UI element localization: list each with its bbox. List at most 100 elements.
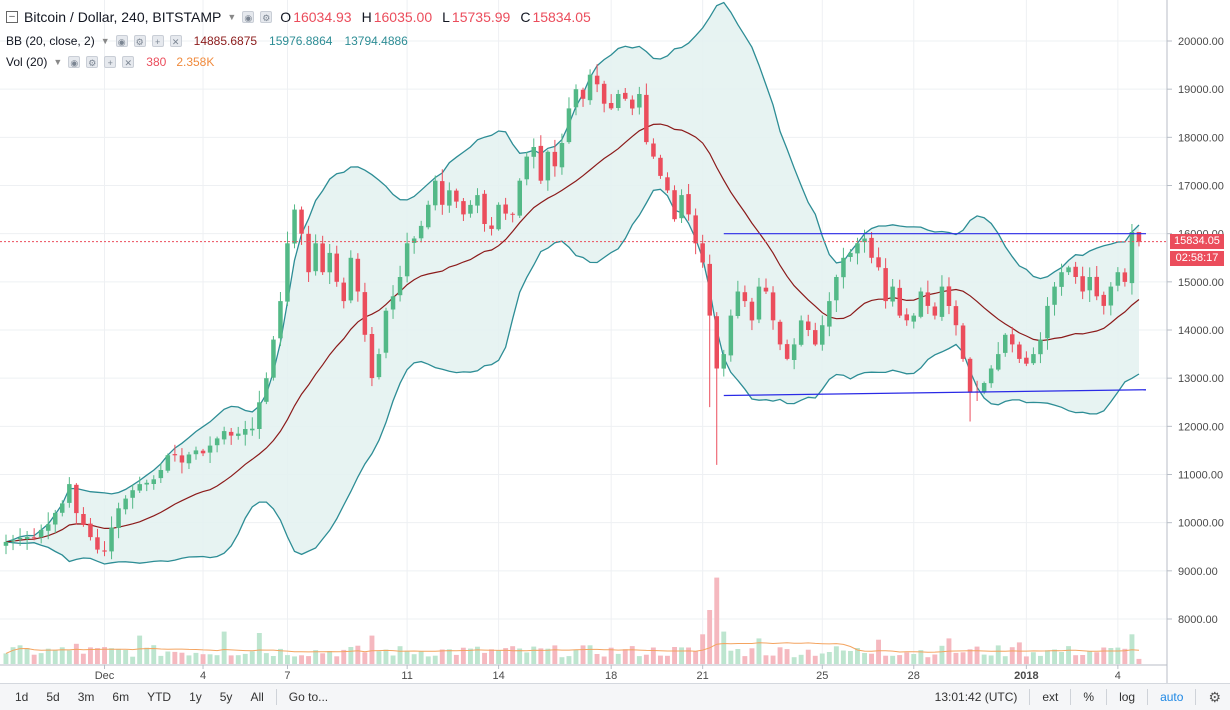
candle-body	[623, 92, 628, 99]
candle-body	[503, 204, 508, 214]
candle-body	[566, 108, 572, 143]
candle-body	[299, 209, 304, 234]
eye-icon[interactable]: ◉	[68, 56, 81, 68]
volume-bar	[468, 648, 473, 664]
volume-bar	[974, 646, 980, 664]
settings-icon[interactable]: ⚙	[86, 56, 99, 68]
close-icon[interactable]: ✕	[169, 35, 182, 47]
price-axis-bg	[1167, 0, 1230, 683]
volume-bar	[80, 653, 86, 664]
candle-body	[1101, 294, 1106, 306]
candle-body	[88, 523, 93, 538]
utc-clock[interactable]: 13:01:42 (UTC)	[934, 690, 1018, 704]
settings-icon[interactable]: ⚙	[133, 35, 146, 47]
candle-body	[538, 145, 544, 181]
eye-icon[interactable]: ◉	[242, 11, 255, 23]
chevron-down-icon[interactable]: ▼	[100, 36, 110, 46]
percent-toggle[interactable]: %	[1083, 690, 1095, 704]
range-button-3m[interactable]: 3m	[77, 690, 95, 704]
candle-body	[102, 550, 107, 552]
chevron-down-icon[interactable]: ▼	[227, 12, 237, 22]
symbol-title[interactable]: Bitcoin / Dollar, 240, BITSTAMP	[24, 9, 222, 25]
range-button-ytd[interactable]: YTD	[147, 690, 172, 704]
candle-body	[1094, 276, 1099, 297]
volume-bar	[130, 656, 136, 664]
volume-bar	[95, 648, 100, 664]
candle-body	[510, 213, 515, 215]
candle-body	[735, 291, 741, 316]
trendlines-layer[interactable]	[723, 233, 1147, 397]
volume-bar	[186, 655, 192, 664]
volume-bar	[418, 651, 424, 664]
candle-body	[749, 301, 755, 321]
volume-bar	[608, 647, 614, 664]
volume-bar	[679, 647, 684, 664]
volume-bar	[735, 649, 741, 664]
candle-body	[67, 484, 72, 503]
candle-body	[31, 537, 37, 539]
volume-bar	[862, 653, 867, 664]
bb-band-fill	[6, 2, 1139, 564]
volume-bar	[249, 651, 255, 664]
chevron-down-icon[interactable]: ▼	[53, 57, 63, 67]
ext-toggle[interactable]: ext	[1042, 690, 1059, 704]
volume-bar	[791, 657, 797, 664]
volume-bar	[193, 652, 199, 664]
candle-body	[580, 89, 586, 99]
candle-body	[953, 306, 959, 326]
eye-icon[interactable]: ◉	[115, 35, 128, 47]
volume-bar	[777, 647, 783, 664]
range-button-1y[interactable]: 1y	[189, 690, 202, 704]
add-icon[interactable]: +	[104, 56, 117, 68]
candle-body	[770, 292, 776, 321]
volume-bar	[1073, 655, 1079, 664]
range-button-6m[interactable]: 6m	[112, 690, 130, 704]
bb-lower-value: 13794.4886	[344, 34, 408, 48]
collapse-icon[interactable]: –	[6, 11, 18, 23]
candle-body	[404, 243, 410, 277]
candle-body	[960, 325, 966, 359]
volume-bar	[109, 648, 114, 664]
range-buttons: 1d 5d 3m 6m YTD 1y 5y All	[6, 684, 273, 710]
vol-legend: Vol (20) ▼ ◉ ⚙ + ✕ 380 2.358K	[6, 55, 214, 69]
vol-title[interactable]: Vol (20)	[6, 55, 48, 69]
candle-body	[967, 358, 973, 393]
bb-title[interactable]: BB (20, close, 2)	[6, 34, 95, 48]
range-button-all[interactable]: All	[250, 690, 264, 704]
log-toggle[interactable]: log	[1119, 690, 1136, 704]
volume-bar	[235, 655, 241, 664]
settings-gear-icon[interactable]: ⚙	[1208, 688, 1221, 705]
volume-bar	[805, 649, 811, 664]
candle-body	[1073, 266, 1078, 277]
volume-bar	[798, 654, 804, 664]
volume-bar	[756, 638, 762, 664]
auto-toggle[interactable]: auto	[1160, 690, 1184, 704]
candle-body	[214, 438, 220, 446]
volume-bar	[855, 648, 860, 664]
volume-bar	[1030, 652, 1036, 664]
goto-button[interactable]: Go to...	[288, 690, 329, 704]
add-icon[interactable]: +	[151, 35, 164, 47]
volume-bar	[911, 654, 917, 664]
main-legend: – Bitcoin / Dollar, 240, BITSTAMP ▼ ◉ ⚙ …	[6, 9, 591, 25]
time-axis[interactable]: Dec 4 7 11 14 18 21 25 28 2018 4	[95, 665, 1121, 682]
volume-bar	[383, 649, 389, 664]
vol-value: 380	[146, 55, 167, 69]
volume-bar	[840, 650, 846, 664]
bb-upper-value: 15976.8864	[269, 34, 333, 48]
range-button-1d[interactable]: 1d	[15, 690, 29, 704]
time-tick-label: 4	[200, 670, 206, 682]
volume-bar	[278, 648, 283, 664]
trendline-support[interactable]	[723, 389, 1147, 397]
candle-body	[531, 147, 536, 157]
range-button-5y[interactable]: 5y	[219, 690, 233, 704]
candle-body	[228, 431, 234, 436]
volume-bar	[144, 647, 150, 664]
volume-bar	[833, 646, 839, 664]
bb-upper-line	[5, 1, 1140, 543]
close-icon[interactable]: ✕	[122, 56, 135, 68]
settings-icon[interactable]: ⚙	[260, 11, 273, 23]
range-button-5d[interactable]: 5d	[46, 690, 60, 704]
volume-bar	[932, 654, 938, 664]
chart-canvas[interactable]: 20000.0019000.0018000.0017000.0016000.00…	[0, 0, 1230, 683]
